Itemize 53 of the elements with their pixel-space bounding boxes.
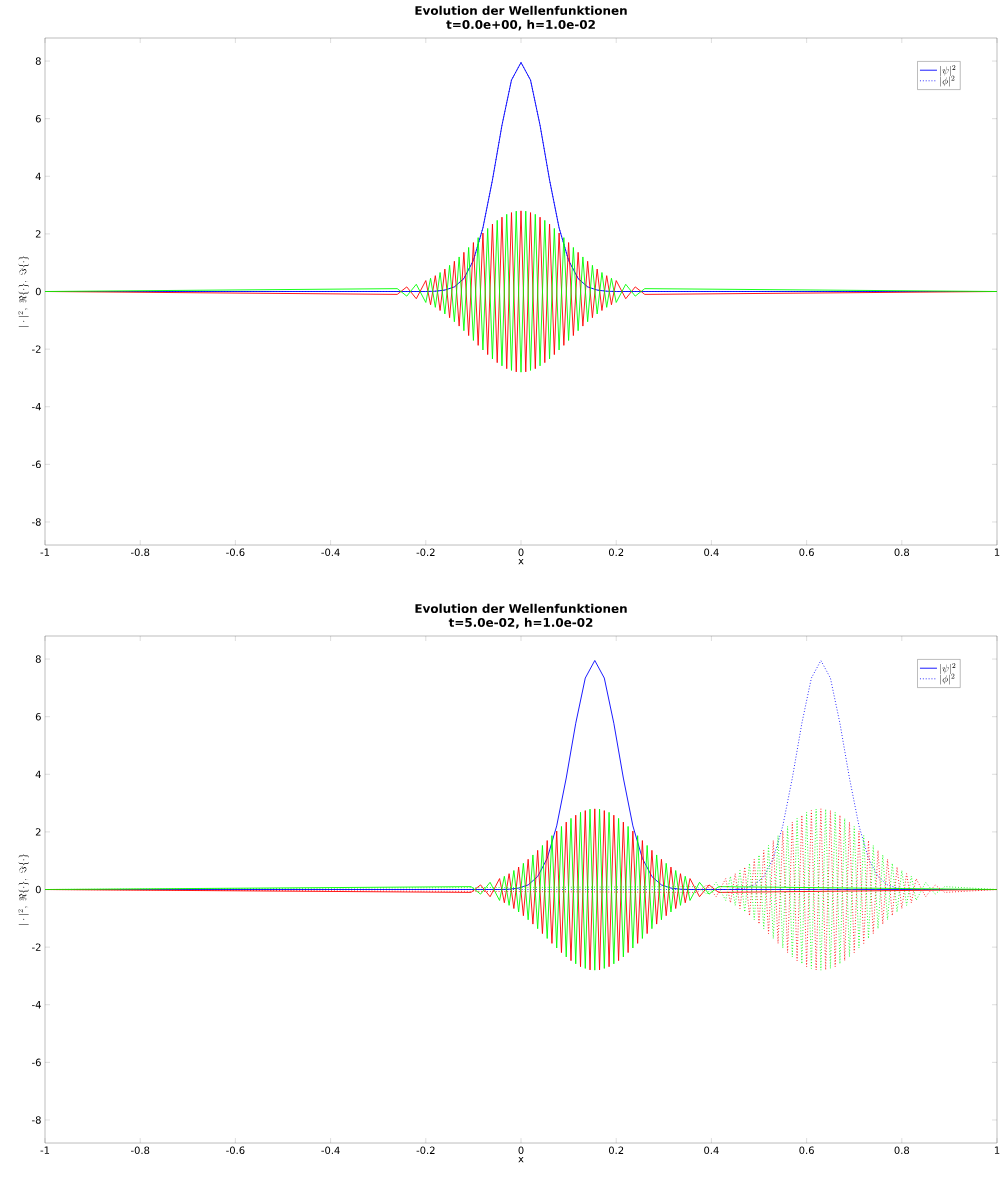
y-axis-title: $|\cdot|^2,\ \Re\{\cdot\},\ \Im\{\cdot\}$ (17, 256, 29, 327)
y-tick-label: 6 (35, 114, 41, 123)
y-tick-label: -8 (32, 1116, 41, 1124)
x-axis-title: x (518, 558, 524, 565)
x-tick-label: -0.8 (130, 1146, 150, 1155)
x-tick-label: 0 (518, 548, 524, 557)
x-tick-label: 0.2 (608, 1146, 624, 1155)
x-tick-label: -0.4 (321, 548, 340, 557)
y-tick-label: 4 (35, 770, 41, 778)
x-tick-label: -0.2 (416, 548, 435, 557)
y-tick-label: -8 (32, 518, 41, 526)
x-tick-label: -0.8 (130, 548, 150, 557)
y-tick-label: 4 (35, 172, 41, 180)
x-tick-label: 0.6 (799, 548, 814, 557)
y-tick-label: 2 (35, 230, 41, 238)
x-axis-title: x (518, 1156, 524, 1163)
y-tick-label: 8 (35, 57, 41, 65)
x-tick-label: 0 (518, 1146, 524, 1155)
y-tick-label: -4 (32, 403, 41, 411)
y-tick-label: -6 (32, 1058, 41, 1067)
x-tick-label: 0.6 (799, 1146, 814, 1155)
chart-subtitle: t=5.0e-02, h=1.0e-02 (448, 617, 593, 629)
y-tick-label: 0 (35, 287, 41, 296)
y-tick-label: -2 (32, 943, 41, 951)
y-tick-label: 0 (35, 885, 41, 894)
x-tick-label: -0.6 (226, 548, 245, 557)
x-tick-label: 0.8 (894, 1146, 910, 1155)
y-axis-title: $|\cdot|^2,\ \Re\{\cdot\},\ \Im\{\cdot\}$ (17, 854, 29, 925)
y-tick-label: -4 (32, 1001, 41, 1009)
y-tick-label: -2 (32, 345, 41, 353)
legend-label: $|\phi|^2$ (940, 673, 955, 685)
x-tick-label: 0.4 (704, 1146, 719, 1155)
x-tick-label: -1 (40, 548, 50, 556)
line-series (45, 210, 998, 373)
x-tick-label: 0.4 (704, 548, 719, 557)
x-tick-label: 0.2 (608, 548, 624, 557)
x-tick-label: -0.2 (416, 1146, 435, 1155)
y-tick-label: 6 (35, 712, 41, 721)
x-tick-label: 1 (994, 1146, 1000, 1154)
y-tick-label: -6 (32, 460, 41, 469)
x-tick-label: -1 (40, 1146, 50, 1154)
chart-title: Evolution der Wellenfunktionen (415, 5, 627, 16)
chart-subtitle: t=0.0e+00, h=1.0e-02 (446, 19, 595, 31)
x-tick-label: -0.4 (321, 1146, 340, 1155)
legend-label: $|\psi|^2$ (940, 663, 956, 675)
x-tick-label: 0.8 (894, 548, 910, 557)
y-tick-label: 8 (35, 655, 41, 663)
x-tick-label: -0.6 (226, 1146, 245, 1155)
x-tick-label: 1 (994, 548, 1000, 556)
y-tick-label: 2 (35, 828, 41, 836)
legend-label: $|\phi|^2$ (940, 75, 955, 87)
chart-title: Evolution der Wellenfunktionen (415, 603, 627, 614)
legend-label: $|\psi|^2$ (940, 65, 956, 77)
